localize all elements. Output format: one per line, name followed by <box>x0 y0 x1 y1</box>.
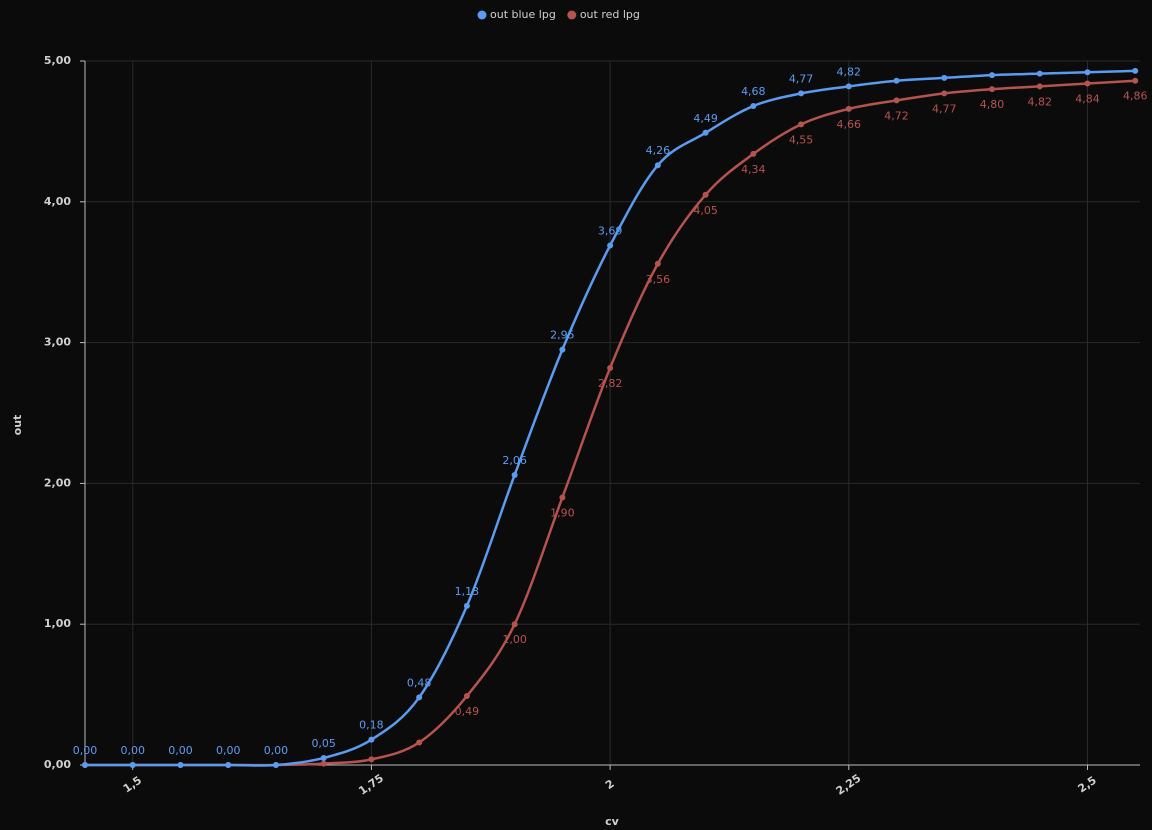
y-tick-label: 2,00 <box>44 476 71 489</box>
data-label: 0,00 <box>73 744 98 757</box>
data-label: 4,80 <box>980 98 1005 111</box>
data-point <box>1036 83 1043 90</box>
data-label: 0,00 <box>216 744 241 757</box>
legend-label: out red lpg <box>580 8 640 21</box>
data-label: 0,18 <box>359 719 384 732</box>
data-label: 2,82 <box>598 377 623 390</box>
data-label: 4,66 <box>837 118 862 131</box>
data-point <box>1132 67 1139 74</box>
data-label: 4,26 <box>646 144 671 157</box>
data-point <box>654 260 661 267</box>
data-label: 4,77 <box>789 72 814 85</box>
legend-marker <box>477 10 487 20</box>
data-point <box>1084 69 1091 76</box>
data-label: 4,55 <box>789 133 814 146</box>
data-point <box>702 191 709 198</box>
y-tick-label: 0,00 <box>44 758 71 771</box>
data-point <box>559 494 566 501</box>
data-point <box>941 74 948 81</box>
data-point <box>368 736 375 743</box>
data-point <box>463 693 470 700</box>
data-point <box>511 621 518 628</box>
data-label: 0,00 <box>168 744 193 757</box>
data-label: 4,77 <box>932 102 957 115</box>
data-point <box>989 72 996 79</box>
legend-label: out blue lpg <box>490 8 556 21</box>
y-tick-label: 3,00 <box>44 336 71 349</box>
data-label: 4,72 <box>884 109 909 122</box>
data-point <box>798 90 805 97</box>
data-point <box>1132 77 1139 84</box>
data-point <box>511 471 518 478</box>
data-point <box>416 694 423 701</box>
y-axis-title: out <box>11 415 24 436</box>
data-point <box>1084 80 1091 87</box>
data-point <box>320 754 327 761</box>
data-point <box>702 129 709 136</box>
data-point <box>941 90 948 97</box>
data-point <box>893 77 900 84</box>
data-label: 4,34 <box>741 163 766 176</box>
data-point <box>607 364 614 371</box>
data-label: 4,86 <box>1123 90 1148 103</box>
data-point <box>654 162 661 169</box>
y-tick-label: 1,00 <box>44 617 71 630</box>
data-point <box>225 762 232 768</box>
data-point <box>845 83 852 90</box>
data-label: 0,00 <box>120 744 145 757</box>
data-label: 1,90 <box>550 506 575 519</box>
data-label: 4,82 <box>837 65 862 78</box>
data-point <box>368 756 375 763</box>
data-label: 0,48 <box>407 676 432 689</box>
data-point <box>416 739 423 746</box>
y-tick-label: 5,00 <box>44 54 71 67</box>
data-label: 1,13 <box>455 585 480 598</box>
data-point <box>129 762 136 768</box>
data-point <box>272 762 279 768</box>
data-point <box>177 762 184 768</box>
data-point <box>559 346 566 353</box>
x-axis-title: cv <box>605 815 620 828</box>
data-point <box>750 103 757 110</box>
data-label: 4,82 <box>1028 95 1053 108</box>
data-label: 0,00 <box>264 744 289 757</box>
data-label: 4,49 <box>693 112 718 125</box>
data-point <box>893 97 900 104</box>
y-tick-label: 4,00 <box>44 195 71 208</box>
legend-marker <box>567 10 577 20</box>
data-point <box>320 760 327 767</box>
data-point <box>750 150 757 157</box>
data-label: 4,68 <box>741 85 766 98</box>
data-point <box>845 105 852 112</box>
data-point <box>82 762 88 768</box>
data-point <box>798 121 805 128</box>
data-label: 2,95 <box>550 329 575 342</box>
data-point <box>463 602 470 609</box>
data-point <box>989 86 996 93</box>
data-point <box>607 242 614 249</box>
data-label: 0,05 <box>311 737 336 750</box>
data-label: 3,69 <box>598 224 623 237</box>
data-label: 4,84 <box>1075 93 1100 106</box>
data-label: 3,56 <box>646 273 671 286</box>
data-point <box>1036 70 1043 77</box>
data-label: 1,00 <box>502 633 527 646</box>
data-label: 0,49 <box>455 705 480 718</box>
data-label: 4,05 <box>693 204 718 217</box>
data-label: 2,06 <box>502 454 527 467</box>
